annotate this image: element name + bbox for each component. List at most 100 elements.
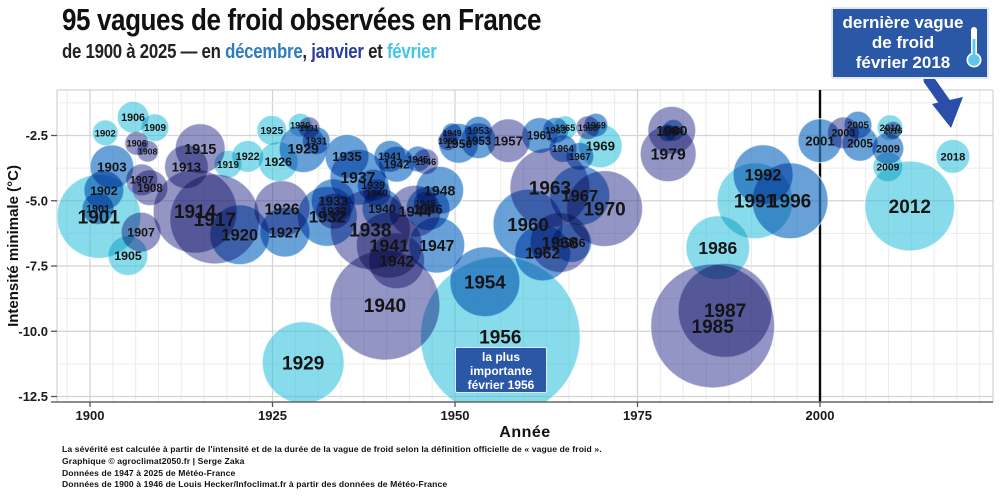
bubble-label: 1901	[86, 203, 110, 215]
bubble-label: 1926	[264, 201, 299, 218]
bubble-label: 1962	[525, 246, 560, 263]
annotation-most-important-line1: la plus	[481, 350, 520, 364]
bubble-1925-fev	[256, 114, 288, 146]
bubble-label: 2003	[831, 128, 855, 140]
bubble-label: 1970	[583, 199, 625, 220]
bubble-label: 1991	[734, 192, 777, 213]
bubble-label: 1968	[542, 234, 579, 253]
bubble-label: 1954	[464, 271, 506, 292]
annotation-most-important: la plus importante février 1956	[455, 347, 547, 393]
bubble-label: 1992	[745, 166, 782, 185]
annotation-most-important-line2: importante	[469, 364, 532, 378]
x-tick-label: 1975	[623, 408, 652, 423]
bubble-1940-dec	[362, 178, 392, 208]
bubble-label: 1987	[704, 301, 746, 322]
bubble-label: 1925	[260, 126, 283, 137]
bubble-label: 1909	[144, 123, 166, 134]
bubble-1945-dec	[412, 190, 438, 217]
bubble-1913-jan	[163, 144, 210, 190]
bubble-label: 1902	[95, 128, 116, 139]
bubble-label: 1903	[97, 160, 126, 175]
bubble-1933-jan	[315, 192, 353, 230]
bubble-label: 1920	[221, 226, 258, 245]
bubble-1908-jan	[136, 139, 160, 163]
bubble-label: 1968	[578, 123, 598, 133]
x-tick-label: 1950	[441, 408, 470, 423]
bubble-label: 1957	[494, 134, 523, 149]
bubble-label: 1941	[378, 151, 402, 163]
credit-line: La sévérité est calculée à partir de l'i…	[62, 444, 602, 454]
bubble-1931-jan	[297, 116, 321, 140]
bubble-label: 1979	[651, 146, 686, 163]
bubble-1902-fev	[91, 119, 119, 147]
x-tick-label: 1900	[76, 408, 105, 423]
y-tick-label: -10.0	[18, 324, 48, 339]
bubble-label: 1969	[586, 139, 615, 154]
bubble-label: 1927	[269, 225, 301, 241]
bubble-1907-jan	[125, 163, 159, 197]
thermometer-icon	[966, 27, 982, 68]
bubble-label: 2009	[876, 143, 900, 155]
bubble-label: 1985	[692, 317, 735, 338]
bubble-label: 1940	[368, 202, 396, 216]
bubble-label: 1919	[217, 160, 239, 171]
bubble-label: 1908	[137, 183, 163, 195]
bubble-label: 1941	[369, 236, 409, 256]
bubble-1905-fev	[107, 234, 149, 277]
bubble-label: 1946	[415, 157, 436, 168]
y-axis-title: Intensité minimale (°C)	[5, 165, 22, 327]
bubble-label: 1929	[282, 353, 324, 374]
annotation-most-important-line3: février 1956	[467, 378, 535, 392]
bubble-label: 1996	[769, 192, 811, 213]
bubble-1967-dec	[565, 141, 595, 172]
subtitle-january: janvier	[311, 41, 364, 63]
bubble-1919-fev	[213, 149, 243, 179]
bubble-label: 1933	[318, 194, 347, 209]
bubble-1950-jan	[437, 130, 459, 152]
bubble-label: 2009	[876, 163, 899, 174]
bubble-2009-fev	[872, 151, 904, 183]
bubble-label: 2012	[889, 197, 931, 218]
bubble-label: 1947	[419, 238, 454, 255]
annotation-last-wave-line1: dernière vague	[842, 13, 964, 32]
x-tick-label: 1925	[258, 408, 287, 423]
credit-line: Données de 1947 à 2025 de Météo-France	[62, 467, 236, 478]
bubble-1909-fev	[140, 113, 170, 143]
annotation-last-wave-line3: février 2018	[855, 53, 951, 72]
bubble-label: 1966	[558, 236, 586, 250]
subtitle-sep2: et	[363, 41, 387, 63]
x-axis-title: Année	[499, 424, 550, 441]
bubble-label: 1932	[309, 207, 346, 226]
bubble-1929-fev	[261, 320, 345, 402]
bubble-layer	[57, 100, 971, 402]
bubble-label: 1960	[507, 214, 549, 235]
bubble-1969-dec	[583, 112, 609, 138]
bubble-label: 1933	[321, 206, 347, 218]
bubble-1946-jan	[412, 147, 440, 176]
bubble-2016-jan	[883, 120, 903, 140]
bubble-2012-fev	[864, 160, 956, 252]
bubble-label: 1945	[407, 154, 428, 165]
axes: 1900 1925 1950 1975 2000 -2.5 -5.0 -7.5 -10.0 -12…	[5, 128, 993, 441]
bubble-label: 1963	[529, 179, 571, 200]
y-tick-label: -7.5	[26, 259, 48, 274]
annotation-last-wave-line2: de froid	[871, 33, 935, 52]
bubble-1966-dec	[551, 221, 593, 264]
bubble-label: 1931	[305, 136, 327, 147]
bubble-label: 1942	[379, 254, 414, 271]
credit-line: Données de 1900 à 1946 de Louis Hecker/I…	[62, 479, 448, 490]
y-tick-label: -2.5	[26, 128, 48, 143]
bubble-label: 1937	[340, 170, 375, 187]
bubble-label: 1906	[121, 112, 145, 124]
bubble-label: 2005	[847, 121, 869, 132]
bubble-label: 1913	[172, 160, 201, 175]
bubble-label: 1942	[384, 159, 410, 171]
bubble-1935-dec	[324, 133, 370, 180]
bubble-label: 1929	[288, 141, 319, 157]
bubble-label: 1980	[656, 122, 687, 138]
bubble-label: 1931	[299, 123, 318, 133]
bubble-label: 1969	[586, 120, 606, 130]
bubble-label: 1908	[138, 146, 157, 156]
